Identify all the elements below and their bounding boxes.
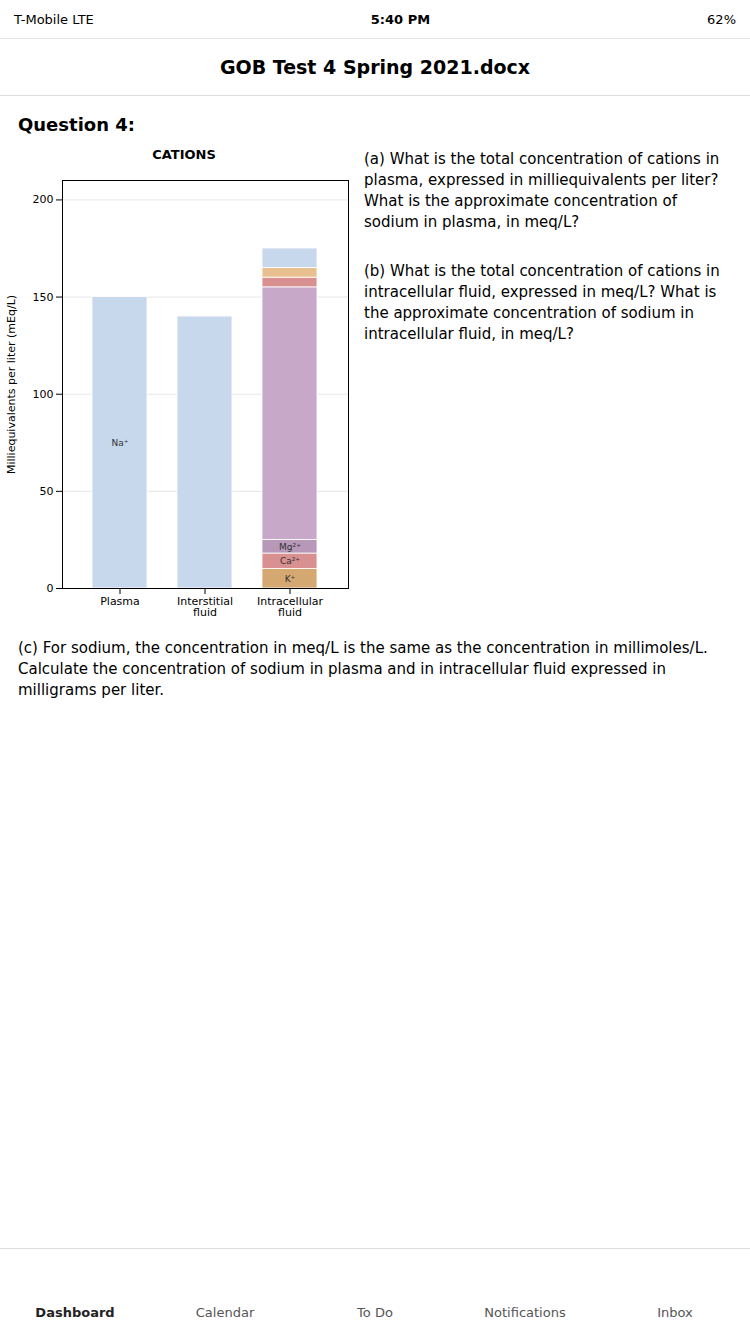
svg-text:Interstitialfluid: Interstitialfluid bbox=[177, 595, 233, 619]
html-text:(a) What is the total concentr: (a) What is the total concentration of c… bbox=[364, 150, 720, 231]
html-text:5:40 PM: 5:40 PM bbox=[370, 11, 431, 27]
html-text:Calendar: Calendar bbox=[195, 1305, 255, 1320]
svg-text:200: 200 bbox=[33, 193, 54, 206]
svg-text:Ca²⁺: Ca²⁺ bbox=[280, 556, 300, 566]
html-text:CATIONS: CATIONS bbox=[152, 147, 216, 162]
svg-text:50: 50 bbox=[40, 485, 54, 498]
html-text:Question 4:: Question 4: bbox=[18, 114, 135, 135]
svg-text:Mg²⁺: Mg²⁺ bbox=[279, 542, 301, 552]
html-text:To Do: To Do bbox=[357, 1305, 393, 1320]
html-text:GOB Test 4 Spring 2021.docx: GOB Test 4 Spring 2021.docx bbox=[219, 56, 531, 78]
html-text:62%: 62% bbox=[707, 11, 736, 27]
html-text:Inbox: Inbox bbox=[657, 1305, 693, 1320]
svg-text:Na⁺: Na⁺ bbox=[112, 438, 129, 448]
svg-text:Plasma: Plasma bbox=[100, 595, 140, 608]
html-text:T-Mobile LTE: T-Mobile LTE bbox=[14, 11, 94, 27]
html-text:Notifications: Notifications bbox=[484, 1305, 566, 1320]
svg-text:150: 150 bbox=[33, 291, 54, 304]
html-text:(b) What is the total concentr: (b) What is the total concentration of c… bbox=[364, 262, 720, 343]
html-text:(c) For sodium, the concentrat: (c) For sodium, the concentration in meq… bbox=[18, 639, 708, 699]
svg-text:0: 0 bbox=[47, 582, 54, 595]
svg-text:K⁺: K⁺ bbox=[285, 574, 296, 584]
svg-text:Milliequivalents per liter (mE: Milliequivalents per liter (mEq/L) bbox=[5, 295, 18, 474]
html-text:Dashboard: Dashboard bbox=[35, 1305, 115, 1320]
svg-text:Intracellularfluid: Intracellularfluid bbox=[257, 595, 323, 619]
svg-text:100: 100 bbox=[33, 388, 54, 401]
